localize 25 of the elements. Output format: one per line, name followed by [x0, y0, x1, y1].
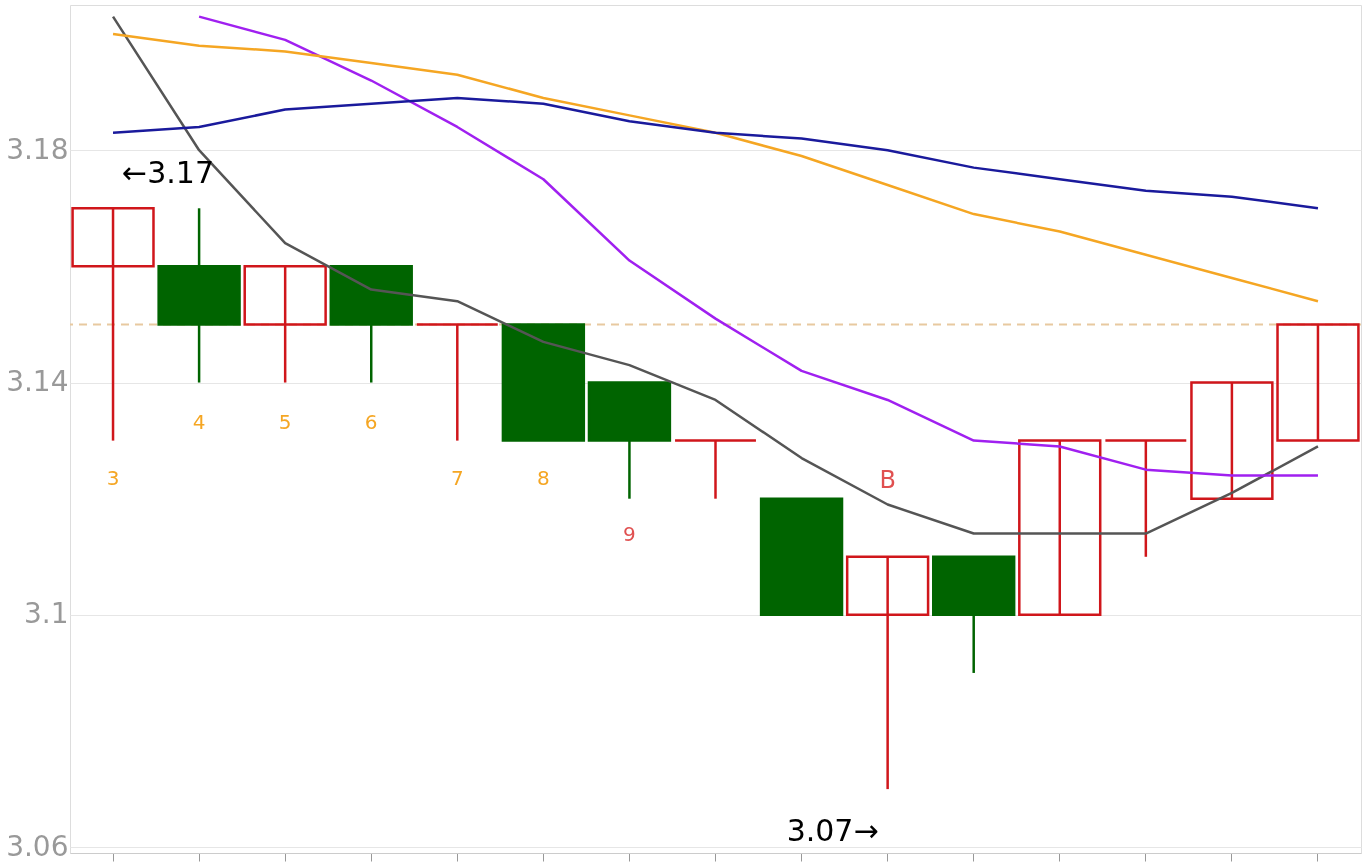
annotation: 7 [450, 465, 464, 490]
annotation: B [879, 465, 896, 494]
candlestick [1190, 381, 1274, 500]
line-series [111, 32, 1320, 303]
y-tick-label: 3.06 [6, 829, 69, 863]
annotation: 9 [623, 521, 636, 546]
candlestick [673, 439, 758, 500]
candlestick [71, 207, 155, 442]
annotation: 4 [192, 409, 206, 434]
candlestick [1276, 323, 1360, 442]
annotation: ←3.17 [122, 155, 214, 191]
annotation: 3.07→ [786, 813, 879, 849]
candlestick [1104, 439, 1188, 559]
y-tick-label: 3.1 [23, 597, 69, 631]
annotation: 5 [278, 409, 292, 434]
annotation: 8 [537, 465, 550, 490]
y-tick-label: 3.14 [6, 365, 69, 399]
line-series [111, 96, 1320, 210]
annotation: 6 [364, 409, 378, 434]
y-tick-label: 3.18 [6, 132, 69, 166]
candlestick [243, 265, 327, 384]
candlestick [845, 555, 930, 791]
annotation: 3 [106, 465, 120, 490]
candlestick [1018, 439, 1102, 617]
candlestick [415, 323, 499, 442]
